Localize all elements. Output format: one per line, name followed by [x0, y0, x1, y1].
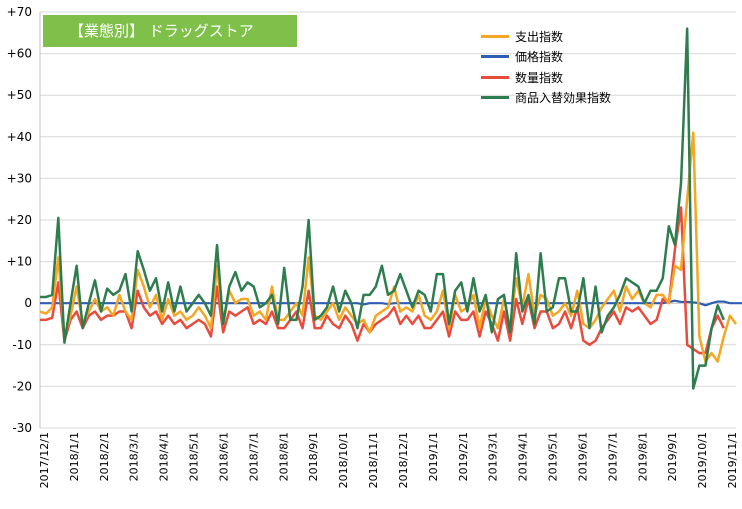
x-tick-label: 2019/8/1 [636, 432, 649, 481]
gridlines [40, 11, 736, 429]
legend-label: 価格指数 [515, 50, 564, 65]
x-tick-label: 2019/3/1 [487, 432, 500, 481]
x-tick-label: 2017/12/1 [38, 432, 51, 488]
series-line [39, 131, 738, 363]
y-tick-label: -30 [12, 421, 32, 435]
legend-item: 価格指数 [481, 47, 611, 68]
x-tick-label: 2018/6/1 [217, 432, 230, 481]
x-tick-label: 2018/3/1 [128, 432, 141, 481]
legend-label: 支出指数 [515, 29, 564, 44]
series-line [40, 27, 725, 390]
legend-swatch [481, 55, 509, 59]
y-tick-label: +60 [7, 47, 32, 61]
x-tick-label: 2019/1/1 [427, 432, 440, 481]
x-tick-label: 2019/7/1 [606, 432, 619, 481]
legend-label: 数量指数 [515, 70, 564, 85]
legend-item: 支出指数 [481, 26, 611, 47]
x-tick-label: 2019/6/1 [576, 432, 589, 481]
y-tick-label: 0 [24, 296, 32, 310]
x-tick-label: 2018/12/1 [397, 432, 410, 488]
x-tick-label: 2018/11/1 [367, 432, 380, 488]
chart-title-badge: 【業態別】 ドラッグストア [43, 15, 297, 47]
legend-swatch [481, 96, 509, 100]
legend: 支出指数価格指数数量指数商品入替効果指数 [481, 26, 611, 108]
legend-label: 商品入替効果指数 [515, 91, 612, 106]
x-tick-label: 2019/10/1 [696, 432, 709, 488]
x-tick-label: 2018/4/1 [158, 432, 171, 481]
x-tick-label: 2018/10/1 [337, 432, 350, 488]
x-tick-label: 2019/9/1 [666, 432, 679, 481]
x-tick-label: 2018/8/1 [277, 432, 290, 481]
legend-item: 数量指数 [481, 67, 611, 88]
y-tick-label: -20 [12, 379, 32, 393]
x-tick-label: 2018/1/1 [68, 432, 81, 481]
x-tick-label: 2018/9/1 [307, 432, 320, 481]
y-tick-label: +10 [7, 255, 32, 269]
y-tick-label: +20 [7, 213, 32, 227]
legend-item: 商品入替効果指数 [481, 88, 611, 109]
x-tick-label: 2019/11/1 [726, 432, 739, 488]
x-tick-label: 2018/2/1 [98, 432, 111, 481]
x-tick-label: 2019/5/1 [547, 432, 560, 481]
x-tick-label: 2019/2/1 [457, 432, 470, 481]
x-tick-label: 2018/7/1 [247, 432, 260, 481]
legend-swatch [481, 75, 509, 79]
y-tick-label: +30 [7, 171, 32, 185]
legend-swatch [481, 34, 509, 38]
y-tick-label: +70 [7, 5, 32, 19]
x-tick-label: 2018/5/1 [188, 432, 201, 481]
y-axis-tick-labels: +70 +60 +50 +40 +30 +20 +10 0 -10 -20 -30 [7, 5, 32, 435]
y-tick-label: +40 [7, 130, 32, 144]
y-tick-label: +50 [7, 88, 32, 102]
series-line [40, 206, 725, 355]
y-tick-label: -10 [12, 338, 32, 352]
series-lines [39, 27, 742, 390]
x-axis-tick-labels: 2017/12/1 2018/1/1 2018/2/1 2018/3/1 2018/4/… [38, 432, 739, 488]
x-tick-label: 2019/4/1 [517, 432, 530, 481]
